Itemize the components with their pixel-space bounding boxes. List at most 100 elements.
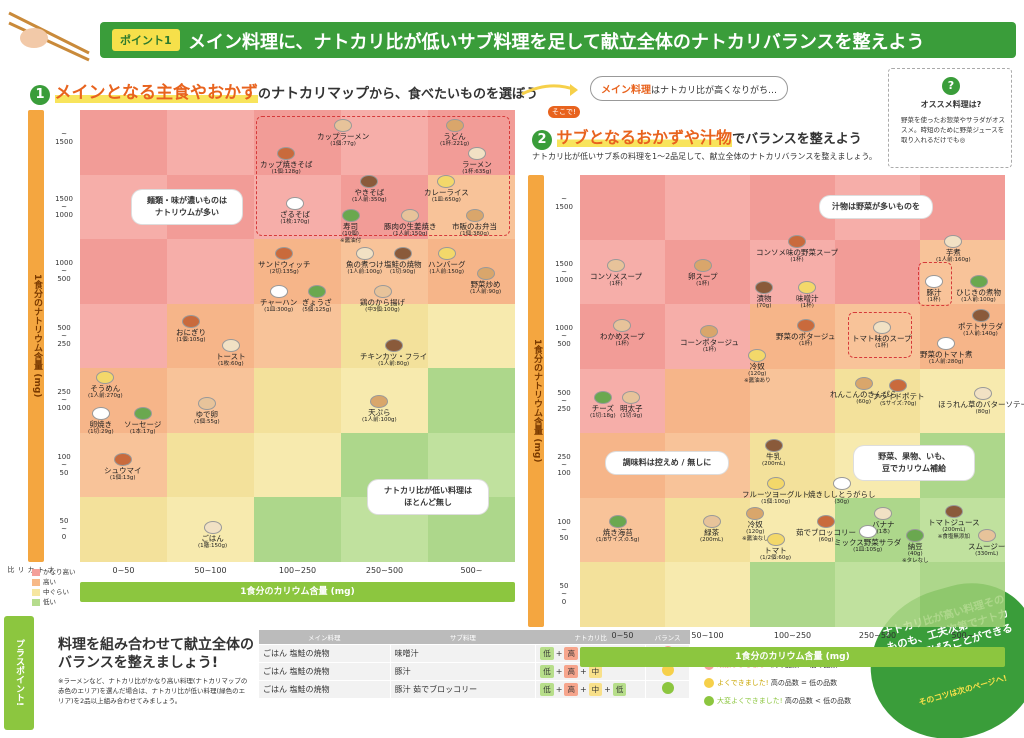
map-cell (835, 239, 920, 304)
food-item: 芋煮 (1人前:160g) (936, 236, 971, 264)
food-name: 冷奴 (747, 520, 763, 529)
food-item: 野菜のポタージュ (1杯) (776, 320, 835, 348)
y-tick-label: 500 ~ 250 (57, 323, 71, 348)
x-axis-title: 1食分のカリウム含量 (mg) (580, 646, 1005, 667)
food-name: 豚汁 (926, 288, 942, 297)
map-cell (750, 562, 835, 627)
ratio-cell: 低 + 高 + 中 + 低 (535, 679, 647, 699)
food-name: カレーライス (424, 188, 469, 197)
food-icon (945, 236, 962, 247)
food-icon (701, 326, 718, 337)
food-icon (938, 338, 955, 349)
food-name: 魚の煮つけ (346, 260, 384, 269)
sub-dish-cell: 味噌汁 (389, 643, 537, 663)
food-name: 豚肉の生姜焼き (384, 222, 437, 231)
map-cell (80, 303, 167, 368)
ratio-level: 中 (588, 664, 603, 678)
balance-face-icon (661, 664, 674, 676)
food-icon (614, 320, 631, 331)
food-name: ぎょうざ (302, 298, 332, 307)
food-portion: (1杯:221g) (440, 141, 470, 147)
y-tick-label: 100 ~ 50 (557, 517, 571, 542)
food-name: ひじきの煮物 (956, 288, 1001, 297)
recommend-box: ? オススメ料理は? 野菜を使ったお惣菜やサラダがオススメ。時短のために野菜ジュ… (888, 68, 1012, 168)
food-name: チキンカツ・フライ (360, 352, 428, 361)
map-cell (80, 110, 167, 175)
food-icon (797, 320, 814, 331)
food-name: ほうれん草のバターソテー (938, 400, 1024, 409)
step1-highlight: メインとなる主食やおかず (54, 83, 259, 103)
food-icon (890, 380, 907, 391)
food-portion: (60g) (818, 537, 834, 543)
food-icon (945, 506, 962, 517)
food-item: トースト (1枚:60g) (216, 340, 246, 368)
food-icon (198, 398, 215, 409)
map-cell (750, 497, 835, 562)
food-portion: (1人前:100g) (961, 297, 996, 303)
food-icon (374, 286, 391, 297)
food-item: カレーライス (1皿:650g) (424, 176, 469, 204)
legend-swatch (32, 588, 40, 596)
food-item: 市販のお弁当 (1個:380g) (452, 210, 497, 238)
food-portion: (1皿:105g) (853, 547, 883, 553)
food-icon (767, 478, 784, 489)
food-icon (446, 120, 463, 131)
step1-heading: 1 メインとなる主食やおかずのナトカリマップから、食べたいものを選ぼう (30, 78, 538, 105)
food-portion: (1切:9g) (620, 413, 643, 419)
y-tick-label: 50 ~ 0 (59, 517, 69, 542)
food-portion: (120g) ※醤油なし (742, 529, 769, 542)
legend-title: ナトカリ比 (7, 566, 55, 573)
map-cell (428, 303, 515, 368)
food-portion: (1個:77g) (330, 141, 356, 147)
map-cell (835, 368, 920, 433)
food-item: 寿司 (10個) ※醤油付 (340, 210, 361, 245)
legend-label: 中ぐらい (43, 588, 69, 596)
food-portion: (200mL) (762, 461, 786, 467)
map-cell (750, 239, 835, 304)
table-row: ごはん 塩鮭の焼物 豚汁 茹でブロッコリー 低 + 高 + 中 + 低 (258, 679, 690, 699)
food-icon (183, 316, 199, 327)
food-name: 漬物 (756, 294, 772, 303)
plus-sign: + (555, 666, 563, 676)
food-portion: (330mL) (975, 551, 999, 557)
food-name: コンソメスープ (590, 272, 643, 281)
col-sub: サブ料理 (390, 630, 536, 644)
food-name: トマト (764, 546, 787, 555)
food-item: ぎょうざ (5個:125g) (302, 286, 332, 314)
ratio-level: 高 (564, 682, 578, 696)
page-title: メイン料理に、ナトカリ比が低いサブ料理を足して献立全体のナトカリバランスを整えよ… (188, 32, 925, 53)
food-portion: (1人前:280g) (928, 359, 964, 365)
food-name: 納豆 (907, 542, 923, 551)
food-portion: (1個:55g) (194, 419, 220, 425)
food-portion: (1/2個:60g) (760, 555, 791, 561)
food-name: 市販のお弁当 (452, 222, 497, 231)
evaluation-face-icon (704, 678, 714, 688)
main-dish-cell: ごはん 塩鮭の焼物 (258, 661, 391, 681)
y-axis-title: 1食分のナトリウム含量 (mg) (528, 175, 544, 627)
food-icon (859, 526, 876, 537)
food-name: 茹でブロッコリー (796, 528, 856, 537)
food-item: 卵スープ (1杯) (688, 260, 718, 288)
callout-few-low: ナトカリ比が低い料理は ほとんど無し (368, 480, 488, 514)
food-portion: (1人前:140g) (963, 331, 998, 337)
food-item: カップ焼きそば (1個:128g) (260, 148, 313, 176)
ratio-level: 高 (564, 664, 578, 678)
food-portion: (5個:125g) (302, 307, 332, 313)
food-item: 野菜のトマト煮 (1人前:280g) (920, 338, 973, 366)
food-portion: (1個:100g) (761, 499, 791, 505)
ratio-level: 中 (588, 682, 603, 696)
evaluation-rule: 高の品数 = 低の品数 (770, 679, 838, 687)
food-portion: (Sサイズ:70g) (880, 401, 917, 407)
food-portion: (1枚:60g) (217, 361, 244, 367)
main-rice: ごはん (263, 666, 287, 676)
map-cell (167, 432, 254, 497)
food-icon (276, 248, 293, 259)
food-item: シュウマイ (1個:13g) (104, 454, 142, 482)
ratio-level: 低 (540, 664, 554, 678)
map-cell (835, 562, 920, 627)
food-item: おにぎり (1個:105g) (176, 316, 206, 344)
map-cell (665, 368, 750, 433)
map-cell (920, 304, 1005, 369)
food-item: 茹でブロッコリー (60g) (796, 516, 856, 544)
y-tick-label: 1500 ~ 1000 (55, 194, 73, 219)
